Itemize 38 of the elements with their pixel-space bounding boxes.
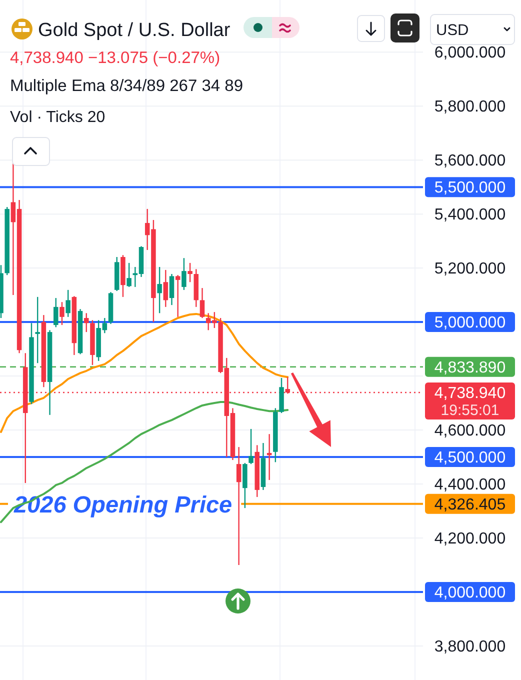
candlestick: [248, 428, 254, 465]
candlestick: [157, 266, 162, 314]
y-tick-label: 5,600.000: [434, 152, 506, 170]
candlestick: [54, 297, 58, 328]
candlestick: [188, 262, 192, 283]
y-tick-label: 5,200.000: [434, 260, 506, 278]
candlestick: [126, 262, 132, 288]
y-tick-label: 6,000.000: [434, 44, 506, 62]
candlestick: [66, 289, 70, 318]
annotation: Multiple Ema 8/34/89 267 34 89: [10, 77, 243, 95]
ref-line-label: 4,326.405: [434, 496, 506, 514]
text: Gold Spot / U.S. Dollar: [38, 20, 231, 41]
ref-line-label: 5,500.000: [434, 180, 506, 197]
candlestick: [182, 257, 186, 291]
candlestick: [84, 312, 89, 333]
candlestick: [60, 301, 64, 326]
y-tick-label: 5,800.000: [434, 98, 506, 116]
ref-line-label: 4,833.890: [434, 359, 506, 376]
candlestick: [169, 273, 174, 306]
y-tick-label: 4,600.000: [434, 422, 506, 440]
y-tick-label: 5,400.000: [434, 206, 506, 224]
text: USD: [436, 22, 469, 39]
annotation: Vol · Ticks 20: [10, 109, 106, 126]
candlestick: [35, 296, 40, 364]
ref-line-label: 4,738.940: [434, 385, 506, 402]
y-tick-label: 3,800.000: [434, 638, 506, 656]
line-series: [0, 400, 289, 524]
ref-line-label: 5,000.000: [434, 314, 506, 332]
y-tick-label: 4,200.000: [434, 530, 506, 548]
text: 19:55:01: [440, 402, 500, 420]
ref-line-label: 4,500.000: [434, 450, 506, 467]
ref-line-label: 4,000.000: [434, 584, 506, 602]
y-tick-label: 4,400.000: [434, 476, 506, 494]
candlestick: [163, 269, 168, 308]
candlestick: [175, 274, 180, 318]
candlestick: [236, 446, 242, 566]
candlestick: [200, 287, 205, 319]
text: 4,738.940 −13.075 (−0.27%): [10, 49, 220, 67]
